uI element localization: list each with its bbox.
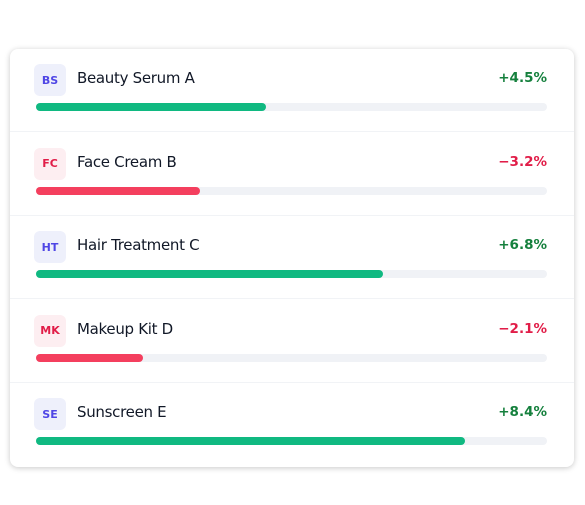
item-change: +6.8%: [498, 237, 547, 254]
card: BS Beauty Serum A +4.5% FC Face Cream B −3.2%…: [10, 49, 574, 467]
item-name: Face Cream B: [77, 152, 177, 171]
item-badge: BS: [34, 64, 66, 96]
progress-fill: [36, 103, 266, 111]
list-row: BS Beauty Serum A +4.5%: [10, 49, 574, 132]
item-name: Hair Treatment C: [77, 236, 200, 255]
item-badge: MK: [34, 314, 66, 347]
progress-track: [36, 103, 547, 111]
list-row: HT Hair Treatment C +6.8%: [10, 216, 574, 300]
item-change: +4.5%: [498, 70, 547, 86]
progress-fill: [36, 270, 384, 279]
list-row: FC Face Cream B −3.2%: [10, 133, 574, 216]
item-badge: SE: [34, 398, 66, 431]
item-name: Makeup Kit D: [77, 319, 173, 338]
item-name: Sunscreen E: [77, 403, 167, 422]
progress-track: [36, 437, 547, 446]
item-change: −3.2%: [498, 153, 547, 170]
item-badge: HT: [34, 231, 66, 264]
item-change: −2.1%: [498, 320, 547, 337]
item-change: +8.4%: [498, 404, 547, 421]
item-name: Beauty Serum A: [77, 69, 195, 87]
progress-track: [36, 270, 547, 279]
list-row: SE Sunscreen E +8.4%: [10, 383, 574, 466]
progress-track: [36, 353, 547, 362]
list-row: MK Makeup Kit D −2.1%: [10, 300, 574, 383]
progress-fill: [36, 186, 200, 195]
progress-fill: [36, 353, 144, 362]
progress-fill: [36, 437, 466, 446]
item-badge: FC: [34, 147, 66, 180]
progress-track: [36, 186, 547, 195]
